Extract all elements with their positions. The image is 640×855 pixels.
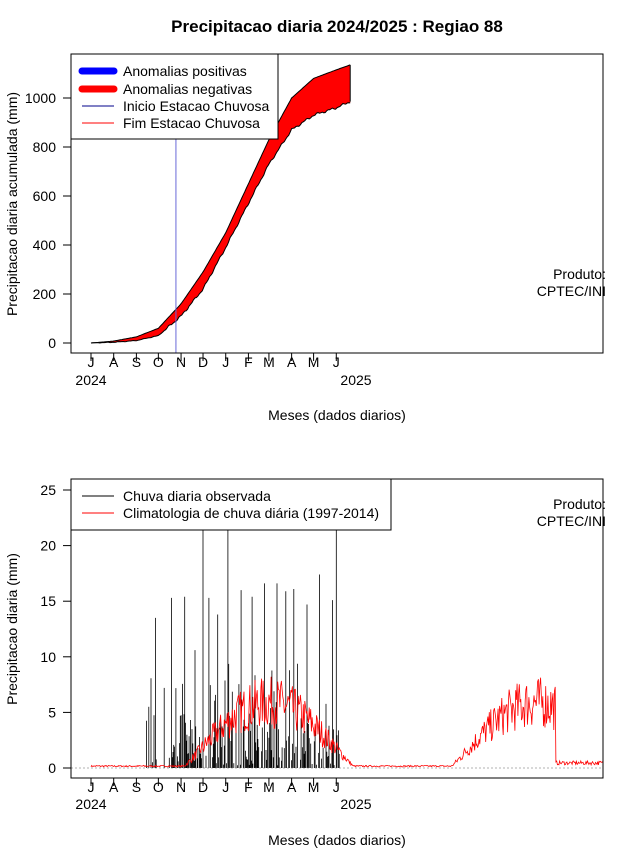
top-legend: Anomalias positivas Anomalias negativas … — [70, 53, 279, 140]
climatology-line — [90, 676, 604, 768]
bottom-y-tick-label: 10 — [40, 649, 56, 665]
top-y-tick-label: 800 — [33, 139, 57, 155]
bottom-x-tick-label: S — [132, 779, 141, 795]
bottom-product-note-line2: CPTEC/INI — [537, 513, 606, 529]
bottom-year-label-2025: 2025 — [340, 796, 371, 812]
bottom-product-note-line1: Produto: — [553, 496, 606, 512]
bottom-x-tick-label: D — [198, 779, 208, 795]
climatology-cumulative-line — [90, 64, 351, 344]
top-x-tick-label: D — [198, 354, 208, 370]
bottom-x-tick-label: F — [244, 779, 253, 795]
top-x-tick-label: J — [222, 354, 229, 370]
observed-rain-bars — [146, 512, 340, 768]
bottom-year-label-2024: 2024 — [75, 796, 106, 812]
bottom-x-tick-label: J — [222, 779, 229, 795]
top-y-tick-label: 1000 — [25, 90, 56, 106]
bottom-x-tick-label: A — [109, 779, 119, 795]
top-product-note-line1: Produto: — [553, 266, 606, 282]
bottom-y-tick-label: 15 — [40, 593, 56, 609]
top-x-tick-label: J — [88, 354, 95, 370]
bottom-legend: Chuva diaria observada Climatologia de c… — [70, 478, 392, 531]
bottom-legend-box — [70, 478, 392, 531]
top-x-tick-label: A — [287, 354, 297, 370]
legend-label-season-end: Fim Estacao Chuvosa — [123, 115, 260, 131]
bottom-x-axis-label: Meses (dados diarios) — [268, 832, 406, 848]
top-x-tick-label: M — [263, 354, 275, 370]
bottom-x-tick-label: M — [263, 779, 275, 795]
bottom-x-tick-label: M — [308, 779, 320, 795]
legend-label-negative: Anomalias negativas — [123, 81, 252, 97]
legend-label-season-start: Inicio Estacao Chuvosa — [123, 98, 270, 114]
top-x-tick-label: J — [333, 354, 340, 370]
top-y-tick-label: 400 — [33, 237, 57, 253]
top-product-note-line2: CPTEC/INI — [537, 283, 606, 299]
top-year-label-2025: 2025 — [340, 372, 371, 388]
bottom-x-tick-label: A — [287, 779, 297, 795]
top-x-tick-label: O — [153, 354, 164, 370]
top-y-tick-label: 600 — [33, 188, 57, 204]
top-y-axis: 0 200 400 600 800 1000 — [25, 90, 71, 351]
negative-anomaly-area — [91, 64, 351, 344]
bottom-y-tick-label: 20 — [40, 538, 56, 554]
bottom-y-tick-label: 5 — [48, 704, 56, 720]
top-y-tick-label: 200 — [33, 286, 57, 302]
top-plot-frame — [70, 53, 604, 354]
observed-cumulative-line — [90, 102, 351, 344]
bottom-x-tick-label: J — [333, 779, 340, 795]
top-x-axis-label: Meses (dados diarios) — [268, 407, 406, 423]
top-year-label-2024: 2024 — [75, 372, 106, 388]
bottom-y-tick-label: 25 — [40, 482, 56, 498]
chart-title: Precipitacao diaria 2024/2025 : Regiao 8… — [171, 17, 503, 36]
bottom-x-tick-label: N — [176, 779, 186, 795]
top-x-tick-label: M — [308, 354, 320, 370]
top-x-tick-label: S — [132, 354, 141, 370]
top-y-tick-label: 0 — [48, 335, 56, 351]
legend-label-positive: Anomalias positivas — [123, 63, 247, 79]
top-x-tick-label: N — [176, 354, 186, 370]
top-y-axis-label: Precipitacao diaria acumulada (mm) — [4, 92, 20, 316]
bottom-x-tick-label: O — [153, 779, 164, 795]
bottom-y-axis-label: Precipitacao diaria (mm) — [4, 553, 20, 705]
legend-label-climatology: Climatologia de chuva diária (1997-2014) — [123, 505, 379, 521]
bottom-y-tick-label: 0 — [48, 760, 56, 776]
cumulative-chart: Precipitacao diaria 2024/2025 : Regiao 8… — [4, 17, 606, 423]
anomaly-fill-layer — [90, 64, 351, 344]
top-x-tick-label: A — [109, 354, 119, 370]
bottom-x-tick-label: J — [88, 779, 95, 795]
legend-label-observed: Chuva diaria observada — [123, 488, 271, 504]
top-x-tick-label: F — [244, 354, 253, 370]
bottom-y-axis: 0 5 10 15 20 25 — [40, 482, 71, 776]
